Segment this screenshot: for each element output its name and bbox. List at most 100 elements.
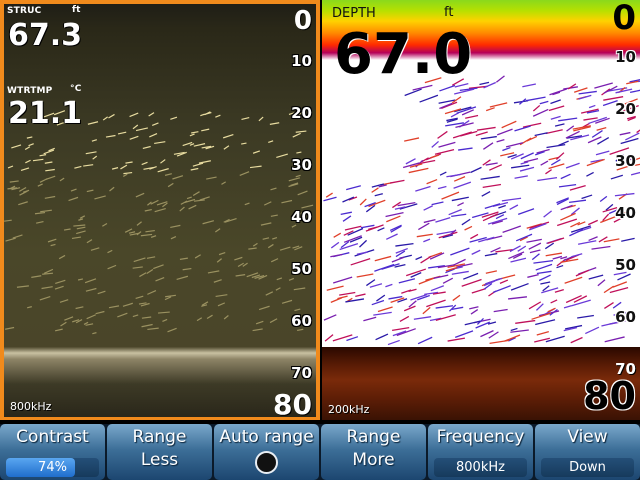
echo-streak (532, 108, 549, 117)
echo-streak (189, 133, 195, 137)
echo-streak (141, 316, 152, 319)
echo-streak (213, 279, 222, 283)
echo-streak (279, 246, 291, 251)
echo-streak (502, 225, 522, 234)
echo-streak (109, 186, 115, 192)
echo-streak (292, 132, 301, 138)
echo-streak (194, 254, 201, 259)
echo-streak (542, 285, 550, 292)
echo-streak (135, 295, 144, 300)
echo-streak (500, 152, 515, 157)
contrast-level-bar[interactable]: 74% (6, 458, 99, 477)
echo-streak (217, 302, 226, 307)
echo-streak (513, 100, 529, 104)
echo-streak (149, 133, 158, 138)
echo-streak (485, 270, 497, 274)
echo-streak (43, 149, 55, 155)
echo-streak (156, 201, 168, 206)
echo-streak (418, 222, 430, 231)
echo-streak (622, 98, 638, 106)
echo-streak (406, 268, 427, 277)
echo-streak (294, 308, 301, 312)
echo-streak (365, 224, 384, 232)
echo-streak (340, 241, 350, 249)
depth-tick: 60 (291, 312, 312, 330)
echo-streak (135, 127, 148, 132)
echo-streak (173, 151, 185, 155)
echo-streak (489, 102, 508, 108)
echo-streak (147, 201, 152, 206)
echo-streak (519, 236, 528, 242)
echo-streak (554, 288, 564, 293)
echo-streak (602, 100, 618, 107)
echo-streak (102, 222, 108, 227)
echo-streak (146, 256, 156, 259)
echo-streak (482, 183, 502, 189)
echo-streak (373, 311, 392, 316)
echo-streak (470, 233, 479, 240)
echo-streak (510, 329, 529, 333)
echo-streak (569, 199, 587, 204)
echo-streak (536, 148, 550, 154)
echo-streak (342, 215, 352, 222)
echo-streak (223, 218, 230, 223)
frequency-button[interactable]: Frequency 800kHz (428, 424, 533, 480)
echo-streak (487, 321, 497, 325)
echo-streak (54, 120, 60, 123)
echo-streak (629, 79, 640, 83)
echo-streak (442, 234, 454, 239)
echo-streak (323, 314, 337, 321)
echo-streak (566, 135, 583, 139)
echo-streak (155, 277, 165, 282)
echo-streak (632, 157, 640, 162)
water-temp-label: WTRTMP (7, 86, 53, 96)
echo-streak (371, 299, 385, 306)
echo-streak (332, 276, 353, 284)
view-button[interactable]: View Down (535, 424, 640, 480)
echo-streak (268, 140, 274, 143)
echo-streak (492, 285, 511, 293)
echo-streak (151, 122, 159, 127)
echo-streak (199, 196, 210, 201)
echo-streak (346, 336, 359, 342)
echo-streak (172, 175, 184, 180)
echo-streak (423, 205, 434, 211)
echo-streak (391, 256, 404, 263)
contrast-button[interactable]: Contrast 74% (0, 424, 105, 480)
auto-range-button[interactable]: Auto range (214, 424, 319, 480)
echo-streak (437, 264, 455, 269)
echo-streak (470, 309, 479, 315)
echo-streak (431, 201, 444, 206)
echo-streak (47, 238, 57, 243)
echo-streak (288, 277, 295, 281)
range-max-label: 80 (583, 374, 636, 418)
echo-streak (397, 201, 416, 207)
echo-streak (392, 326, 410, 332)
echo-streak (142, 145, 151, 150)
structure-scan-panel[interactable]: STRUC ft 67.3 WTRTMP °C 21.1 0 10 20 30 … (0, 0, 320, 420)
echo-streak (405, 158, 416, 165)
echo-streak (612, 281, 628, 288)
echo-streak (537, 176, 558, 182)
broadband-sonar-panel[interactable]: DEPTH ft 67.0 0 10 20 30 40 50 60 70 80 … (322, 0, 640, 420)
echo-streak (58, 254, 66, 260)
echo-streak (498, 204, 506, 209)
echo-streak (86, 239, 93, 244)
echo-streak (105, 134, 116, 138)
echo-streak (438, 99, 456, 104)
echo-streak (538, 274, 551, 282)
range-less-button[interactable]: Range Less (107, 424, 212, 480)
echo-streak (242, 262, 248, 267)
echo-streak (451, 306, 464, 311)
echo-streak (566, 125, 575, 132)
echo-streak (573, 87, 588, 93)
echo-streak (451, 213, 467, 218)
range-more-button[interactable]: Range More (321, 424, 426, 480)
echo-streak (560, 258, 579, 263)
echo-streak (90, 247, 100, 251)
echo-streak (404, 137, 420, 142)
echo-streak (140, 233, 153, 237)
echo-streak (378, 184, 387, 188)
echo-streak (603, 238, 620, 243)
echo-streak (544, 242, 555, 250)
